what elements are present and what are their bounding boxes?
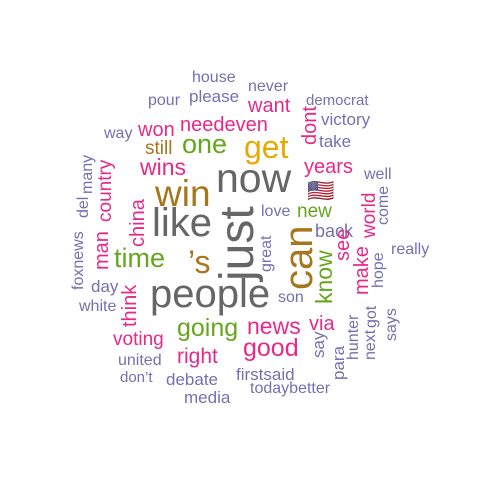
word-never: never (248, 78, 289, 95)
word-news: news (247, 313, 301, 339)
word-please: please (189, 87, 240, 106)
word-day: day (91, 277, 119, 296)
word-white: white (79, 298, 117, 315)
word-wins: wins (140, 154, 187, 180)
word-s: ’s (188, 244, 211, 280)
word-para: para (329, 345, 348, 380)
word-united: united (118, 352, 162, 369)
word-time: time (114, 243, 166, 273)
word-debate: debate (166, 370, 218, 389)
word-foxnews: foxnews (70, 231, 87, 290)
word-love: love (261, 203, 291, 220)
word-take: take (319, 132, 352, 151)
word-people: people (150, 272, 271, 316)
word-think: think (119, 284, 141, 327)
word-say: say (309, 331, 328, 358)
word-dont2: don’t (120, 369, 153, 386)
word-new: new (297, 201, 332, 222)
word-won: won (138, 119, 175, 141)
word-del: del (75, 196, 92, 218)
word-still: still (145, 138, 173, 159)
word-democrat: democrat (306, 92, 369, 109)
word-years: years (304, 156, 353, 178)
word-really: really (391, 241, 430, 258)
word-way: way (104, 125, 133, 142)
word-son: son (278, 289, 304, 306)
word-right: right (177, 345, 218, 368)
word-got: got (363, 305, 380, 328)
word-china: china (127, 199, 149, 247)
word-pour: pour (148, 92, 181, 109)
word-make: make (351, 246, 373, 295)
word-like: like (152, 201, 213, 245)
word-needeven: needeven (180, 114, 268, 136)
word-via: via (309, 313, 335, 335)
word-great: great (258, 235, 275, 272)
word-victory: victory (321, 110, 371, 129)
word-next: next (362, 329, 379, 360)
word-country: country (95, 159, 116, 222)
word-one: one (182, 129, 228, 159)
word-hunter: hunter (345, 314, 362, 360)
word-come: come (375, 185, 392, 225)
word-well: well (364, 166, 392, 183)
word-good: good (243, 334, 299, 362)
word-get: get (244, 129, 289, 165)
word-says: says (383, 308, 400, 341)
word-want: want (248, 95, 291, 117)
word-media: media (184, 388, 231, 407)
word-todaybetter: todaybetter (250, 380, 331, 397)
word-house: house (192, 69, 236, 86)
word-just: just (211, 206, 264, 281)
word-win: win (155, 173, 211, 214)
us-flag-icon: 🇺🇸 (307, 178, 335, 203)
word-voting: voting (113, 329, 164, 350)
word-hope: hope (370, 252, 387, 288)
word-back: back (315, 221, 354, 241)
word-now: now (216, 155, 292, 201)
word-firstsaid: firstsaid (236, 365, 295, 384)
word-man: man (91, 231, 113, 270)
word-many: many (79, 154, 96, 194)
word-dont: dont (299, 106, 321, 145)
word-know: know (311, 250, 337, 304)
word-going: going (177, 314, 239, 342)
